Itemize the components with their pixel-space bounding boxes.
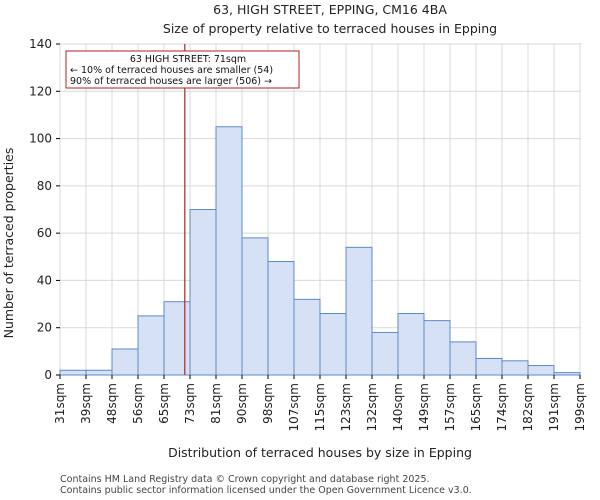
bar [59,369,87,376]
y-tick-label: 80 [37,179,52,193]
y-tick-label: 60 [37,226,52,240]
x-tick-label: 140sqm [391,383,405,431]
x-tick-label: 182sqm [521,383,535,431]
footer-line1: Contains HM Land Registry data © Crown c… [60,474,430,485]
annotation-line1: 63 HIGH STREET: 71sqm [130,54,246,65]
bars [59,126,581,376]
y-tick-label: 120 [29,84,52,98]
bar [189,209,217,376]
bar [241,237,269,376]
bar [319,313,347,376]
bar [267,261,295,376]
bar [423,320,451,376]
x-tick-label: 98sqm [261,383,275,424]
y-tick-label: 100 [29,132,52,146]
x-tick-label: 115sqm [313,383,327,431]
bar [397,313,425,376]
bar [371,331,399,376]
x-tick-label: 157sqm [443,383,457,431]
x-tick-label: 191sqm [547,383,561,431]
bar [501,360,529,376]
bar [137,315,165,376]
bar [85,369,113,376]
annotation-line2: ← 10% of terraced houses are smaller (54… [70,65,273,76]
bar [475,357,503,376]
bar [553,372,581,376]
y-tick-label: 20 [37,321,52,335]
y-axis-ticks: 0 20 40 60 80 100 120 140 [29,37,60,382]
x-tick-label: 90sqm [235,383,249,424]
x-tick-label: 73sqm [183,383,197,424]
bar [293,298,321,376]
x-tick-label: 31sqm [53,383,67,424]
bar [111,348,139,376]
x-tick-label: 174sqm [495,383,509,431]
bar [215,126,243,376]
y-axis-label: Number of terraced properties [1,148,16,339]
bar [449,341,477,376]
chart-title-line1: 63, HIGH STREET, EPPING, CM16 4BA [213,2,447,17]
x-axis-label: Distribution of terraced houses by size … [168,445,472,460]
annotation-line3: 90% of terraced houses are larger (506) … [70,76,272,87]
x-tick-label: 81sqm [209,383,223,424]
x-tick-label: 48sqm [105,383,119,424]
y-tick-label: 0 [44,368,52,382]
footer-line2: Contains public sector information licen… [60,485,472,496]
annotation-box: 63 HIGH STREET: 71sqm ← 10% of terraced … [65,50,300,89]
bar [163,301,191,376]
x-tick-label: 65sqm [157,383,171,424]
x-axis-ticks: 31sqm 39sqm 48sqm 56sqm 65sqm 73sqm 81sqm 90sqm… [53,375,587,431]
x-tick-label: 56sqm [131,383,145,424]
chart-title-line2: Size of property relative to terraced ho… [163,21,497,36]
x-tick-label: 123sqm [339,383,353,431]
x-tick-label: 199sqm [573,383,587,431]
y-tick-label: 140 [29,37,52,51]
x-tick-label: 149sqm [417,383,431,431]
x-tick-label: 165sqm [469,383,483,431]
x-tick-label: 39sqm [79,383,93,424]
annotation-frame [65,50,300,89]
x-tick-label: 132sqm [365,383,379,431]
x-tick-label: 107sqm [287,383,301,431]
bar [527,365,555,376]
y-tick-label: 40 [37,273,52,287]
bar [345,246,373,376]
